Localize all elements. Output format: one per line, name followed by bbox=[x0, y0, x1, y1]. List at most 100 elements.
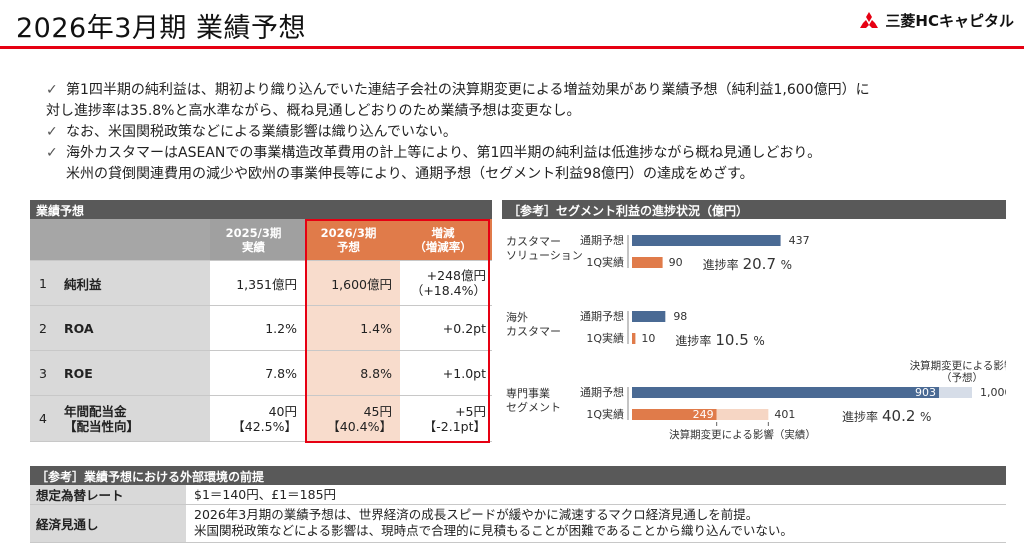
bullet-text: 対し進捗率は35.8%と高水準ながら、概ね見通しどおりのため業績予想は変更なし。 bbox=[46, 103, 581, 119]
row-prev: 40円 【42.5%】 bbox=[210, 396, 305, 441]
bullet-text: なお、米国関税政策などによる業績影響は織り込んでいない。 bbox=[66, 124, 457, 140]
segment-name: カスタマー bbox=[506, 325, 561, 338]
env-row-value-line1: 2026年3月期の業績予想は、世界経済の成長スピードが緩やかに減速するマクロ経済… bbox=[194, 507, 759, 522]
bullet-item: ✓ 海外カスタマーはASEANでの事業構造改革費用の計上等により、第1四半期の純… bbox=[46, 143, 1006, 185]
progress-value: 20.7 bbox=[743, 255, 776, 273]
row-diff-value: +5円 bbox=[455, 403, 486, 419]
bullet-text: 海外カスタマーはASEANでの事業構造改革費用の計上等により、第1四半期の純利益… bbox=[66, 145, 822, 161]
actual-bar bbox=[632, 257, 663, 268]
actual-row-label: 1Q実績 bbox=[586, 255, 624, 269]
row-diff-value: +248億円 bbox=[426, 268, 486, 283]
progress-unit: % bbox=[781, 258, 792, 272]
bullet-item: ✓ 第1四半期の純利益は、期初より織り込んでいた連結子会社の決算期変更による増益… bbox=[46, 80, 1006, 122]
forecast-header-row: 2025/3期 実績 2026/3期 予想 増減 （増減率） bbox=[30, 219, 492, 261]
check-icon: ✓ bbox=[46, 124, 58, 140]
table-row: 想定為替レート $1＝140円、£1＝185円 bbox=[30, 485, 1006, 505]
forecast-row-label: 通期予想 bbox=[580, 233, 624, 247]
logo-text: 三菱HCキャピタル bbox=[885, 12, 1014, 30]
row-diff: +1.0pt bbox=[442, 365, 486, 381]
row-curr: 1,600億円 bbox=[305, 261, 400, 305]
env-row-value-line2: 米国関税政策などによる影響は、現時点で合理的に見積もることが困難であることから織… bbox=[194, 523, 793, 538]
actual-value-label: 90 bbox=[669, 256, 683, 269]
segment-name: 海外 bbox=[506, 310, 528, 324]
effect-note-actual: 決算期変更による影響（実績） bbox=[669, 428, 816, 441]
segment-name: ソリューション bbox=[506, 249, 583, 262]
header-prev: 2025/3期 実績 bbox=[210, 219, 305, 260]
row-curr: 8.8% bbox=[305, 351, 400, 395]
segment-name: 専門事業 bbox=[506, 387, 550, 400]
progress-unit: % bbox=[753, 334, 764, 348]
header-diff-line1: 増減 bbox=[431, 225, 455, 240]
header-prev-line2: 実績 bbox=[242, 239, 265, 254]
actual-effect-bar bbox=[716, 409, 769, 420]
segment-name: カスタマー bbox=[506, 235, 561, 248]
row-prev: 7.8% bbox=[265, 365, 297, 381]
row-diff: +248億円 （+18.4%） bbox=[400, 261, 492, 305]
row-label-line1: 年間配当金 bbox=[64, 403, 127, 419]
progress-label: 進捗率 bbox=[703, 257, 739, 272]
company-logo: 三菱HCキャピタル bbox=[859, 10, 1014, 31]
forecast-total-label: 1,000 bbox=[980, 386, 1006, 399]
row-number: 2 bbox=[30, 306, 56, 350]
row-number: 1 bbox=[30, 261, 56, 305]
table-row: 3 ROE 7.8% 8.8% +1.0pt bbox=[30, 351, 492, 396]
row-label-line2: 【配当性向】 bbox=[64, 418, 140, 434]
row-label: ROA bbox=[56, 306, 210, 350]
effect-note-forecast: （予想） bbox=[941, 371, 983, 384]
forecast-bar bbox=[632, 311, 666, 322]
table-row: 経済見通し 2026年3月期の業績予想は、世界経済の成長スピードが緩やかに減速す… bbox=[30, 505, 1006, 543]
forecast-row-label: 通期予想 bbox=[580, 385, 624, 399]
environment-table-title: ［参考］業績予想における外部環境の前提 bbox=[30, 466, 1006, 485]
env-row-value: $1＝140円、£1＝185円 bbox=[194, 487, 337, 502]
summary-bullets: ✓ 第1四半期の純利益は、期初より織り込んでいた連結子会社の決算期変更による増益… bbox=[46, 80, 1006, 185]
forecast-bar bbox=[632, 387, 940, 398]
header-blank bbox=[56, 219, 210, 260]
row-prev: 1.2% bbox=[265, 320, 297, 336]
header-blank bbox=[30, 219, 56, 260]
header-prev-line1: 2025/3期 bbox=[225, 225, 282, 240]
table-row: 1 純利益 1,351億円 1,600億円 +248億円 （+18.4%） bbox=[30, 261, 492, 306]
actual-row-label: 1Q実績 bbox=[586, 331, 624, 345]
env-row-label: 経済見通し bbox=[30, 505, 186, 542]
env-row-value: 2026年3月期の業績予想は、世界経済の成長スピードが緩やかに減速するマクロ経済… bbox=[186, 505, 1006, 542]
row-diff: +0.2pt bbox=[442, 320, 486, 336]
row-curr-value: 45円 bbox=[363, 403, 392, 419]
row-prev-ratio: 【42.5%】 bbox=[232, 418, 297, 434]
table-row: 4 年間配当金 【配当性向】 40円 【42.5%】 45円 【40.4%】 +… bbox=[30, 396, 492, 442]
header-curr-line1: 2026/3期 bbox=[320, 225, 377, 240]
row-label: 年間配当金 【配当性向】 bbox=[56, 396, 210, 441]
header-diff: 増減 （増減率） bbox=[400, 219, 492, 260]
environment-table: ［参考］業績予想における外部環境の前提 想定為替レート $1＝140円、£1＝1… bbox=[30, 466, 1006, 543]
bullet-text: 第1四半期の純利益は、期初より織り込んでいた連結子会社の決算期変更による増益効果… bbox=[66, 82, 870, 98]
forecast-table-title: 業績予想 bbox=[30, 200, 492, 219]
row-diff: +5円 【-2.1pt】 bbox=[400, 396, 492, 441]
segment-progress-panel: ［参考］セグメント利益の進捗状況（億円） カスタマー ソリューション 通期予想 1Q実… bbox=[502, 200, 1006, 450]
progress-value: 10.5 bbox=[715, 331, 748, 349]
env-row-label: 想定為替レート bbox=[30, 485, 186, 504]
header-divider bbox=[0, 46, 1024, 49]
row-label: 純利益 bbox=[56, 261, 210, 305]
bullet-text: 米州の貸倒関連費用の減少や欧州の事業伸長等により、通期予想（セグメント利益98億… bbox=[66, 166, 754, 182]
actual-row-label: 1Q実績 bbox=[586, 407, 624, 421]
page-title: 2026年3月期 業績予想 bbox=[16, 13, 306, 44]
row-curr: 1.4% bbox=[305, 306, 400, 350]
progress-unit: % bbox=[920, 410, 931, 424]
forecast-value-label: 98 bbox=[673, 310, 687, 323]
row-prev: 1,351億円 bbox=[236, 276, 297, 292]
forecast-bar bbox=[632, 235, 781, 246]
progress-label: 進捗率 bbox=[842, 409, 878, 424]
mitsubishi-logo-icon bbox=[860, 11, 879, 28]
segment-panel-title: ［参考］セグメント利益の進捗状況（億円） bbox=[502, 200, 1006, 219]
header-diff-line2: （増減率） bbox=[414, 239, 472, 254]
row-diff-rate: （+18.4%） bbox=[410, 283, 486, 298]
row-label: ROE bbox=[56, 351, 210, 395]
forecast-table: 業績予想 2025/3期 実績 2026/3期 予想 増減 （増減率） 1 純利… bbox=[30, 200, 492, 443]
actual-value-label: 249 bbox=[693, 408, 714, 421]
check-icon: ✓ bbox=[46, 145, 58, 161]
bullet-item: ✓ なお、米国関税政策などによる業績影響は織り込んでいない。 bbox=[46, 122, 1006, 143]
check-icon: ✓ bbox=[46, 82, 58, 98]
row-curr: 45円 【40.4%】 bbox=[305, 396, 400, 441]
forecast-value-label: 903 bbox=[915, 386, 936, 399]
actual-bar bbox=[632, 333, 636, 344]
